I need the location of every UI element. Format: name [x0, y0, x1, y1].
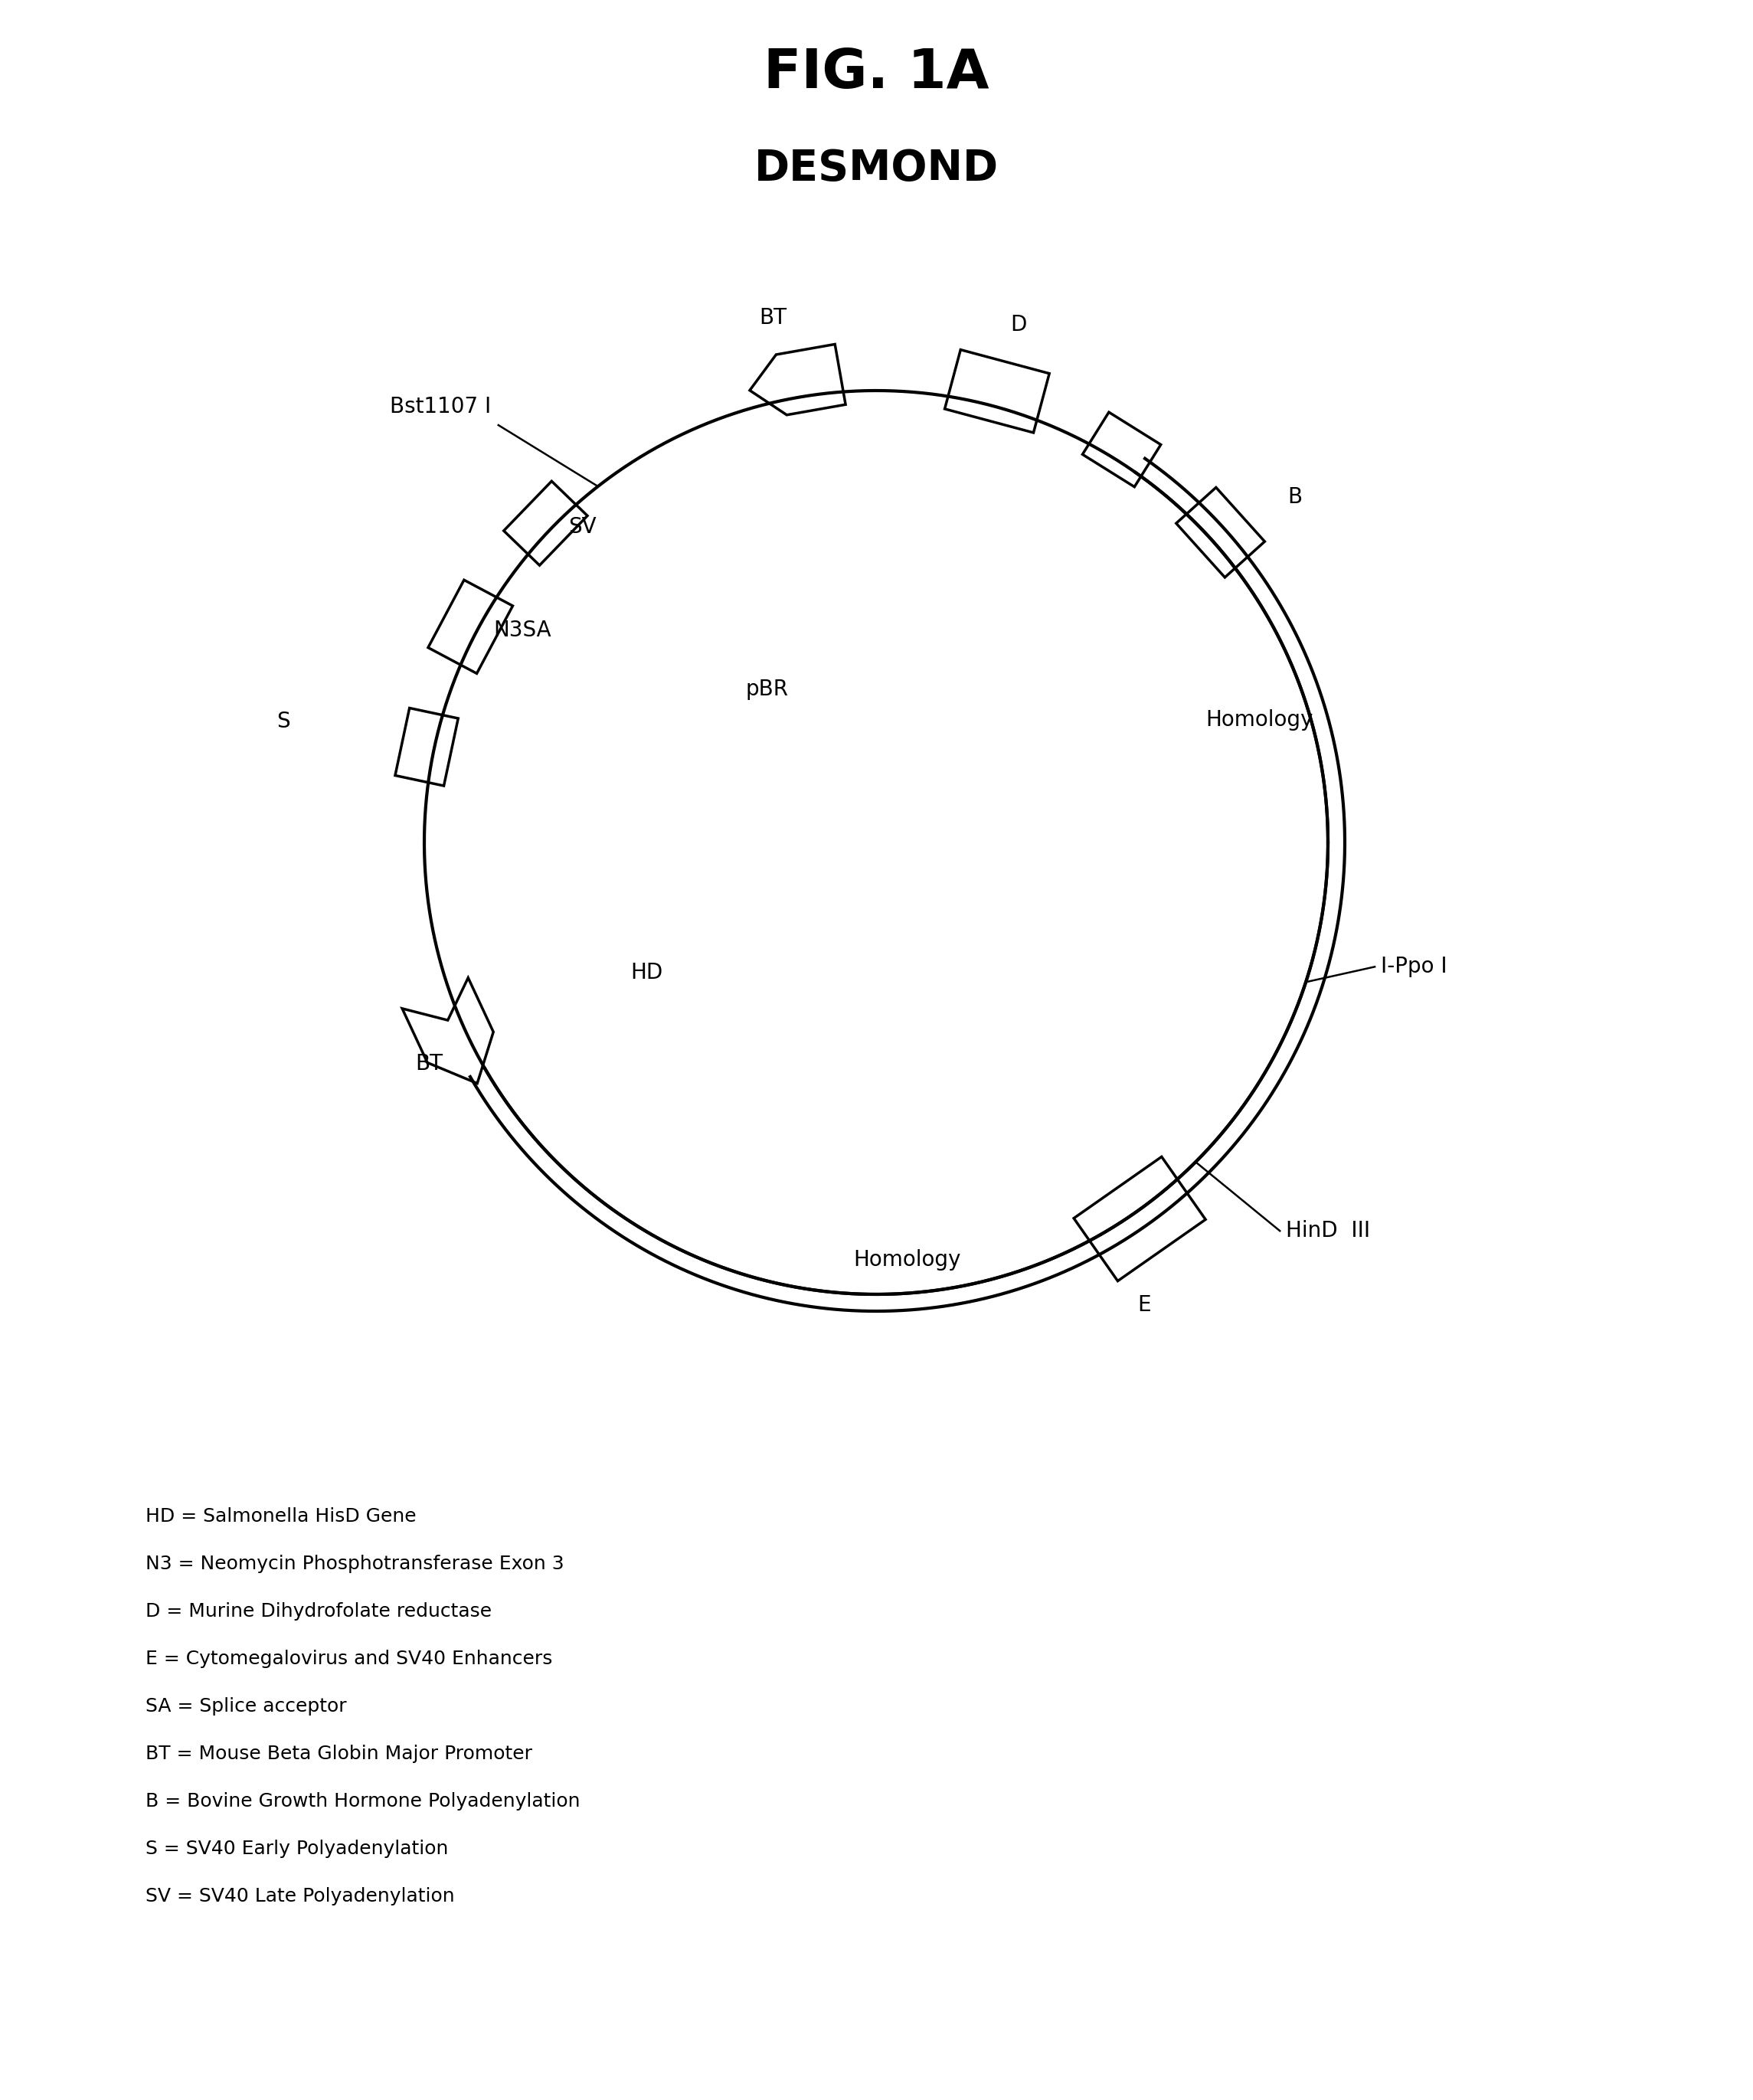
- Polygon shape: [1075, 1157, 1206, 1281]
- Text: SV: SV: [568, 517, 596, 538]
- Text: S = SV40 Early Polyadenylation: S = SV40 Early Polyadenylation: [145, 1840, 449, 1858]
- Text: B = Bovine Growth Hormone Polyadenylation: B = Bovine Growth Hormone Polyadenylatio…: [145, 1791, 580, 1810]
- Text: SA = Splice acceptor: SA = Splice acceptor: [145, 1697, 347, 1716]
- Text: E: E: [1138, 1294, 1152, 1317]
- Text: N3 = Neomycin Phosphotransferase Exon 3: N3 = Neomycin Phosphotransferase Exon 3: [145, 1554, 564, 1573]
- Text: S: S: [277, 712, 289, 733]
- Text: Homology: Homology: [1206, 710, 1313, 731]
- Text: BT: BT: [759, 307, 787, 328]
- Text: BT = Mouse Beta Globin Major Promoter: BT = Mouse Beta Globin Major Promoter: [145, 1745, 533, 1764]
- Polygon shape: [401, 979, 493, 1084]
- Text: HD: HD: [629, 962, 663, 983]
- Text: HinD  III: HinD III: [1287, 1220, 1371, 1241]
- Polygon shape: [394, 708, 458, 785]
- Text: Homology: Homology: [854, 1250, 961, 1270]
- Text: DESMOND: DESMOND: [754, 147, 997, 189]
- Text: BT: BT: [415, 1052, 444, 1073]
- Text: N3SA: N3SA: [493, 620, 550, 640]
- Text: D: D: [1011, 313, 1027, 336]
- Text: D = Murine Dihydrofolate reductase: D = Murine Dihydrofolate reductase: [145, 1602, 493, 1621]
- Polygon shape: [1176, 487, 1264, 578]
- Text: FIG. 1A: FIG. 1A: [763, 46, 989, 99]
- Text: I-Ppo I: I-Ppo I: [1381, 956, 1448, 977]
- Polygon shape: [1082, 412, 1160, 487]
- Text: pBR: pBR: [747, 678, 789, 699]
- Text: Bst1107 I: Bst1107 I: [389, 397, 491, 418]
- Text: B: B: [1288, 487, 1302, 508]
- Text: HD = Salmonella HisD Gene: HD = Salmonella HisD Gene: [145, 1508, 415, 1525]
- Text: E = Cytomegalovirus and SV40 Enhancers: E = Cytomegalovirus and SV40 Enhancers: [145, 1651, 552, 1667]
- Polygon shape: [750, 344, 845, 416]
- Polygon shape: [945, 351, 1050, 433]
- Polygon shape: [503, 481, 587, 565]
- Text: SV = SV40 Late Polyadenylation: SV = SV40 Late Polyadenylation: [145, 1888, 454, 1905]
- Polygon shape: [428, 580, 512, 674]
